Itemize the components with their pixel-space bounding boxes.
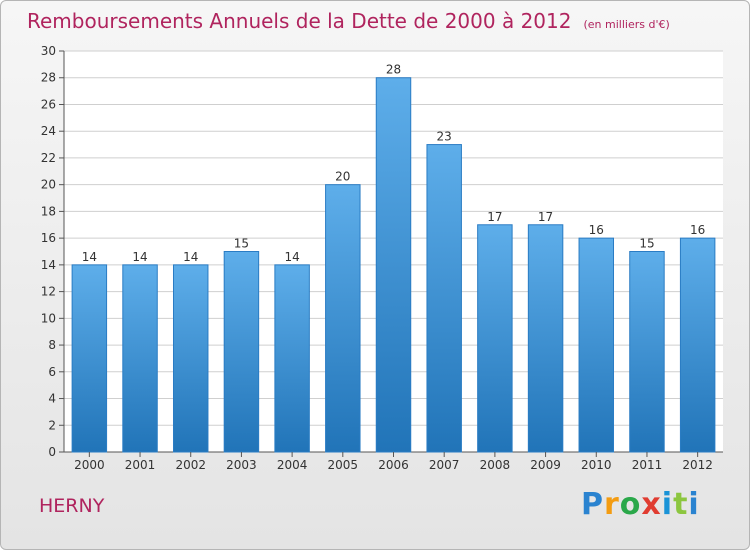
x-tick-label: 2001 [125,458,156,472]
bar [527,224,564,453]
y-tick-label: 16 [41,231,56,245]
bar-value-label: 14 [82,250,97,264]
bar [325,184,361,453]
bar-value-label: 23 [437,130,452,144]
bar-value-label: 14 [132,250,147,264]
chart-subtitle: (en milliers d'€) [583,18,670,31]
x-tick-label: 2000 [74,458,105,472]
brand-letter: P [581,487,604,522]
bar [629,251,665,453]
x-tick-label: 2010 [581,458,612,472]
bar-value-label: 14 [284,250,299,264]
bar-value-label: 17 [487,210,502,224]
bar [375,77,412,453]
commune-name: HERNY [39,495,105,517]
y-tick-label: 6 [48,365,56,379]
bar [426,144,462,453]
y-tick-label: 26 [41,97,56,111]
bar-value-label: 15 [639,237,654,251]
y-tick-label: 22 [41,151,56,165]
x-tick-label: 2002 [175,458,206,472]
x-tick-label: 2009 [530,458,561,472]
bar-value-label: 16 [690,223,705,237]
brand-letter: r [604,487,620,522]
chart-title: Remboursements Annuels de la Dette de 20… [27,9,670,33]
y-tick-label: 8 [48,338,56,352]
y-tick-label: 20 [41,178,56,192]
bar-value-label: 20 [335,170,350,184]
chart-title-text: Remboursements Annuels de la Dette de 20… [27,9,572,33]
bar [578,237,615,453]
x-tick-label: 2005 [328,458,359,472]
y-tick-label: 18 [41,204,56,218]
y-tick-label: 10 [41,311,56,325]
x-tick-label: 2012 [682,458,713,472]
x-tick-label: 2004 [277,458,308,472]
bar-value-label: 14 [183,250,198,264]
bar-value-label: 28 [386,63,401,77]
x-tick-label: 2011 [632,458,663,472]
brand-logo: Proxiti [581,487,700,522]
bar [122,264,158,453]
bar [477,224,513,453]
brand-letter: x [641,487,662,522]
bar [172,264,209,453]
bar [223,251,260,453]
bar-value-label: 17 [538,210,553,224]
y-tick-label: 4 [48,392,56,406]
bar [71,264,108,453]
brand-letter: o [619,487,642,522]
brand-letter: i [661,487,674,522]
bar [274,264,310,453]
brand-letter: t [673,487,689,522]
x-tick-label: 2003 [226,458,257,472]
y-tick-label: 12 [41,285,56,299]
y-tick-label: 0 [48,445,56,459]
bar-value-label: 16 [589,223,604,237]
bar [679,237,716,453]
x-tick-label: 2006 [378,458,409,472]
y-tick-label: 24 [41,124,56,138]
bar-value-label: 15 [234,237,249,251]
y-tick-label: 14 [41,258,56,272]
y-tick-label: 28 [41,71,56,85]
x-tick-label: 2008 [480,458,511,472]
y-tick-label: 2 [48,418,56,432]
y-tick-label: 30 [41,44,56,58]
brand-letter: i [688,487,700,522]
x-tick-label: 2007 [429,458,460,472]
